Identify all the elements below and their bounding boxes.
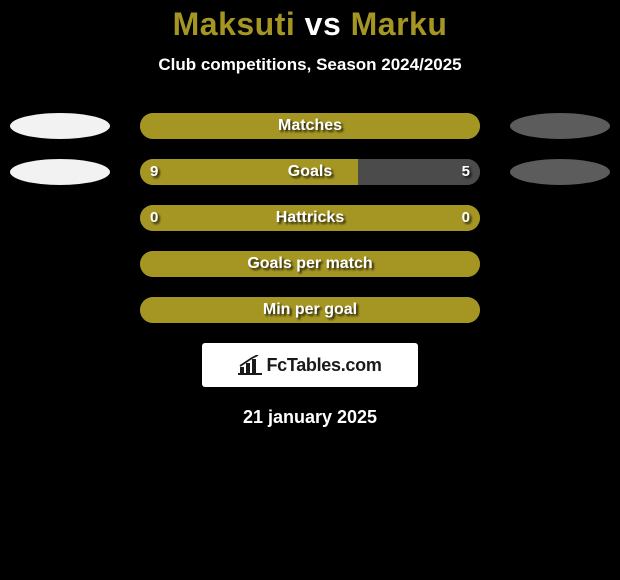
stat-bar: Goals per match: [140, 251, 480, 277]
player1-ellipse: [10, 159, 110, 185]
stat-bar: 00Hattricks: [140, 205, 480, 231]
stat-row: 95Goals: [0, 159, 620, 185]
page-title: Maksuti vs Marku: [0, 6, 620, 43]
bar-fill-left: [140, 159, 358, 185]
stat-rows: Matches95Goals00HattricksGoals per match…: [0, 113, 620, 323]
stat-value-right: 5: [462, 159, 470, 185]
stat-bar: Min per goal: [140, 297, 480, 323]
stat-row: Matches: [0, 113, 620, 139]
stat-row: 00Hattricks: [0, 205, 620, 231]
stat-value-left: 0: [150, 205, 158, 231]
subtitle-text: Club competitions, Season 2024/2025: [0, 55, 620, 75]
date-text: 21 january 2025: [0, 407, 620, 428]
player2-name: Marku: [351, 6, 448, 42]
bar-fill-left: [140, 205, 480, 231]
comparison-card: Maksuti vs Marku Club competitions, Seas…: [0, 0, 620, 428]
logo-text: FcTables.com: [266, 355, 381, 376]
bar-fill-left: [140, 113, 480, 139]
stat-row: Min per goal: [0, 297, 620, 323]
player2-ellipse: [510, 113, 610, 139]
player2-ellipse: [510, 159, 610, 185]
player1-name: Maksuti: [173, 6, 296, 42]
source-logo[interactable]: FcTables.com: [202, 343, 418, 387]
bar-fill-left: [140, 297, 480, 323]
stat-bar: 95Goals: [140, 159, 480, 185]
player1-ellipse: [10, 113, 110, 139]
stat-bar: Matches: [140, 113, 480, 139]
bar-fill-left: [140, 251, 480, 277]
stat-row: Goals per match: [0, 251, 620, 277]
barchart-icon: [238, 355, 262, 375]
stat-value-right: 0: [462, 205, 470, 231]
stat-value-left: 9: [150, 159, 158, 185]
vs-label: vs: [305, 6, 342, 42]
